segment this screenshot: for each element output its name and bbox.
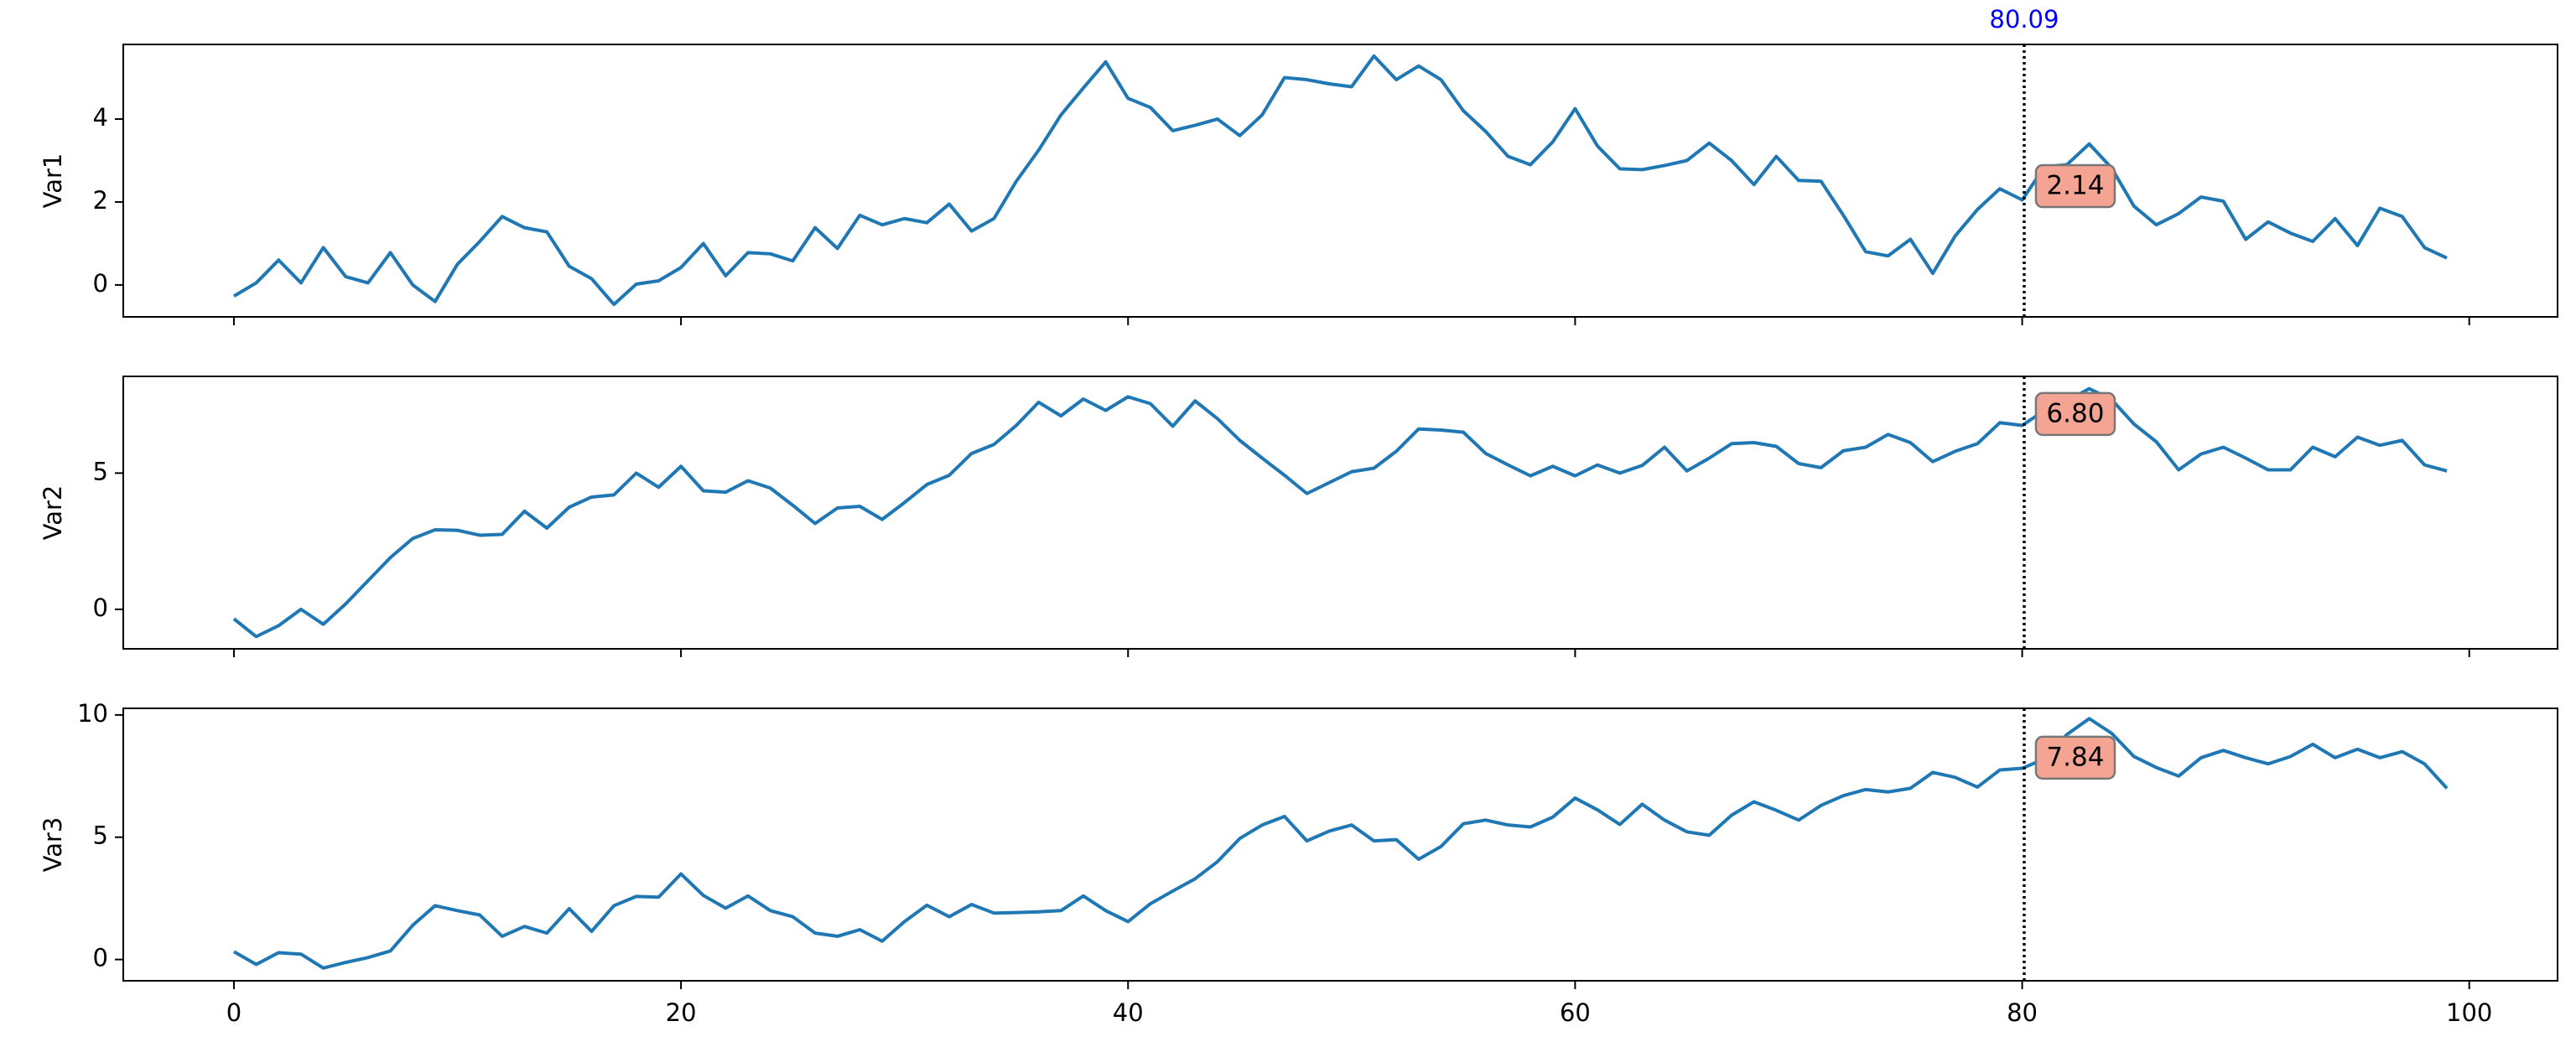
x-tick-label: 0: [226, 998, 242, 1027]
axes-frame: [122, 44, 2558, 318]
y-axis-label: Var1: [39, 153, 67, 209]
axes-frame: [122, 708, 2558, 982]
y-tick-label: 5: [93, 457, 108, 485]
cursor-value-label: 2.14: [2046, 171, 2104, 201]
cursor-value-label: 6.80: [2046, 398, 2104, 428]
cursor-value-box: [2034, 735, 2116, 780]
x-tick-label: 20: [666, 998, 697, 1027]
x-tick-label: 100: [2446, 998, 2492, 1027]
x-tick-label: 40: [1113, 998, 1144, 1027]
cursor-value-box: [2034, 163, 2116, 209]
cursor-value-box: [2034, 391, 2116, 437]
y-tick-label: 2: [93, 186, 108, 215]
cursor-x-label: 80.09: [1989, 5, 2059, 34]
y-axis-label: Var3: [39, 817, 67, 873]
y-tick-label: 4: [93, 103, 108, 132]
data-line: [232, 54, 2448, 307]
y-tick-label: 10: [77, 699, 108, 728]
y-tick-label: 0: [93, 944, 108, 972]
y-axis-label: Var2: [39, 485, 67, 541]
cursor-value-label: 7.84: [2046, 742, 2104, 772]
y-tick-label: 0: [93, 593, 108, 622]
x-tick-label: 80: [2007, 998, 2038, 1027]
y-tick-label: 5: [93, 822, 108, 850]
x-tick-label: 60: [1560, 998, 1591, 1027]
data-line: [232, 717, 2449, 970]
axes-frame: [122, 376, 2558, 650]
y-tick-label: 0: [93, 269, 108, 298]
